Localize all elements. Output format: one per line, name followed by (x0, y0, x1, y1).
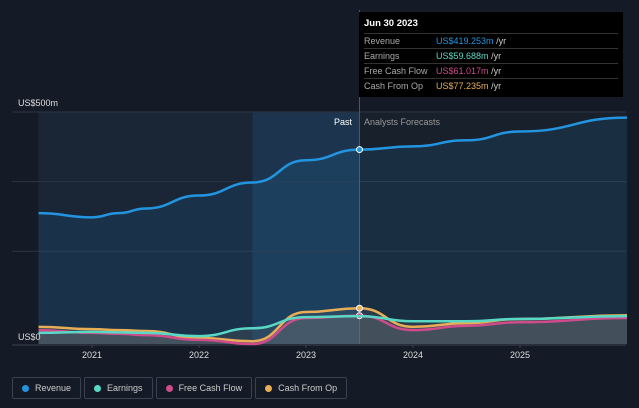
row-unit: /yr (491, 81, 502, 91)
area-cash-from-op (38, 308, 627, 344)
row-label: Free Cash Flow (364, 66, 428, 76)
past-label: Past (334, 117, 353, 127)
legend-revenue[interactable]: Revenue (12, 377, 82, 399)
earnings-dot-icon (94, 384, 102, 392)
legend-label: Earnings (107, 383, 143, 393)
x-tick-label: 2024 (403, 350, 423, 360)
legend-cfo[interactable]: Cash From Op (255, 377, 348, 399)
tooltip: Jun 30 2023 Revenue US$419.253m /yr Earni… (359, 12, 623, 97)
y-tick-label: US$500m (18, 98, 59, 108)
row-label: Earnings (364, 51, 400, 61)
row-label: Revenue (364, 36, 401, 46)
row-unit: /yr (496, 36, 507, 46)
line-earnings (38, 314, 628, 338)
tooltip-row-revenue: Revenue US$419.253m /yr (364, 33, 618, 48)
row-unit: /yr (491, 66, 502, 76)
forecast-region (359, 112, 627, 344)
y-tick-label: US$0 (18, 332, 41, 342)
line-revenue (38, 116, 628, 219)
x-tick-label: 2025 (510, 350, 530, 360)
legend-earnings[interactable]: Earnings (84, 377, 153, 399)
legend-label: Revenue (35, 383, 72, 393)
legend: Revenue Earnings Free Cash Flow Cash Fro… (12, 377, 348, 399)
tooltip-row-cfo: Cash From Op US$77.235m /yr (364, 78, 618, 93)
x-tick-label: 2022 (189, 350, 209, 360)
row-value: US$59.688m (436, 51, 489, 61)
area-free-cash-flow (38, 315, 627, 344)
row-label: Cash From Op (364, 81, 424, 91)
fcf-dot-icon (165, 384, 173, 392)
cfo-dot-icon (265, 384, 273, 392)
row-value: US$419.253m (436, 36, 494, 46)
legend-label: Cash From Op (278, 383, 338, 393)
row-value: US$77.235m (436, 81, 489, 91)
marker-cash-from-op (356, 304, 363, 312)
revenue-dot-icon (22, 384, 29, 392)
x-tick-label: 2021 (82, 350, 102, 360)
legend-fcf[interactable]: Free Cash Flow (155, 377, 253, 399)
tooltip-row-earnings: Earnings US$59.688m /yr (364, 48, 618, 63)
x-tick-label: 2023 (296, 350, 316, 360)
row-unit: /yr (491, 51, 502, 61)
marker-revenue (356, 146, 363, 154)
line-free-cash-flow (38, 314, 628, 346)
legend-label: Free Cash Flow (178, 383, 243, 393)
row-value: US$61.017m (436, 66, 489, 76)
area-revenue (38, 117, 627, 345)
tooltip-date: Jun 30 2023 (364, 18, 418, 29)
forecast-label: Analysts Forecasts (364, 117, 441, 127)
tooltip-row-fcf: Free Cash Flow US$61.017m /yr (364, 63, 618, 78)
